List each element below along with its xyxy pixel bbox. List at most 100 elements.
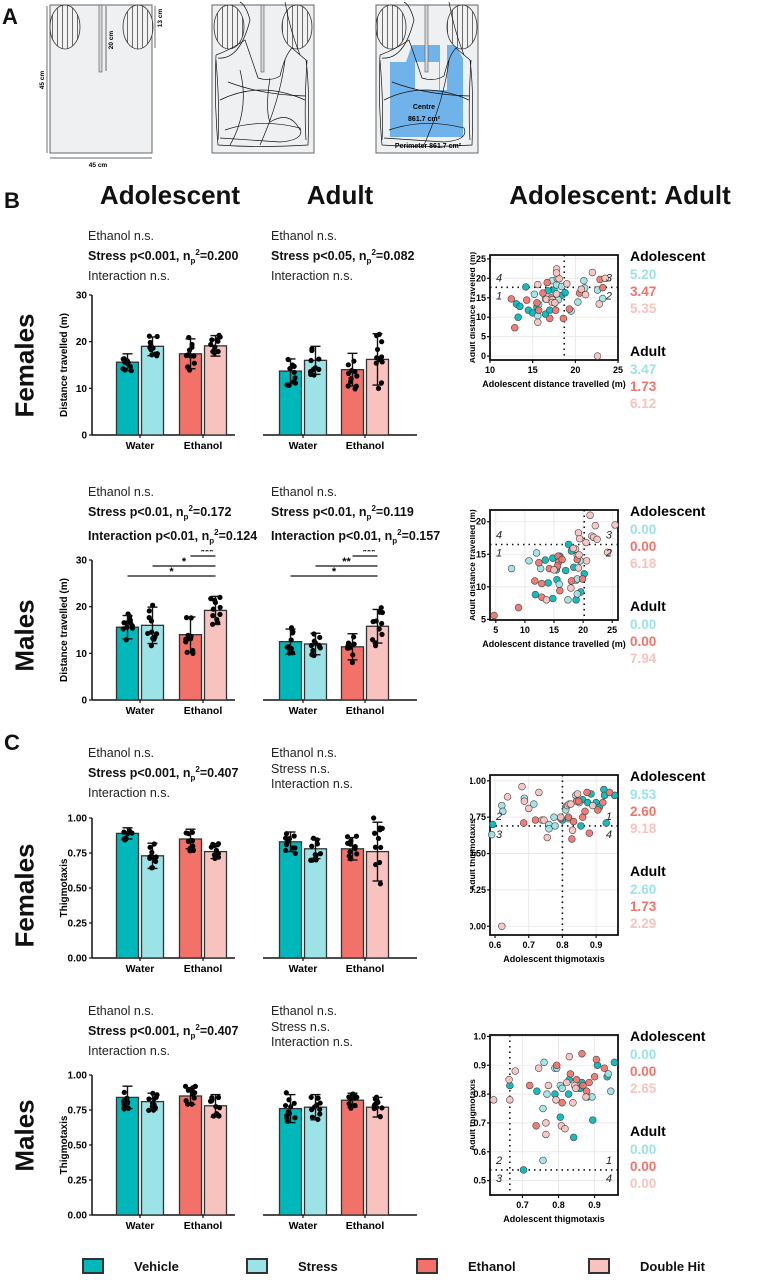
scatter-point — [544, 579, 552, 587]
scatter-point — [590, 1073, 599, 1081]
x-tick-label: Ethanol — [184, 440, 223, 452]
y-tick-label: 0.75 — [68, 1106, 88, 1117]
scatter-point — [610, 1058, 619, 1067]
scatter-point — [569, 1133, 578, 1142]
scatter-point — [602, 819, 610, 827]
scatter-point — [567, 800, 575, 808]
y-tick-label: 10 — [476, 582, 486, 592]
data-dot — [286, 1110, 293, 1117]
scatter-point — [582, 538, 590, 547]
x-tick-label: 0.8 — [552, 1200, 565, 1210]
stats-line: Interaction n.s. — [271, 777, 353, 791]
data-dot — [346, 1094, 352, 1100]
scatter-point — [507, 295, 516, 303]
quadrant-label: 2 — [605, 547, 612, 559]
legend-swatch-double-hit — [588, 1258, 610, 1274]
y-tick-label: 10 — [76, 384, 88, 395]
stats-line: Interaction n.s. — [271, 268, 353, 283]
x-tick-label: Water — [126, 440, 155, 452]
data-dot — [153, 854, 159, 860]
bar-chart-females-adult-thigmotaxis: Water Ethanol — [263, 815, 417, 975]
y-tick-label: 5 — [481, 614, 486, 624]
scatter-point — [601, 274, 609, 283]
scatter-point — [519, 819, 528, 827]
scatter-point — [532, 549, 541, 557]
stats-line: Stress p<0.001, np2=0.200 — [88, 247, 239, 266]
scatter-point — [525, 557, 533, 565]
scatter-point — [552, 290, 561, 298]
row-title-males-b: Males — [9, 599, 40, 672]
x-tick-label: 20 — [570, 365, 580, 375]
significance-label: * — [182, 556, 187, 568]
data-dot — [345, 362, 351, 368]
scatter-point — [514, 603, 523, 612]
data-dot — [292, 375, 298, 381]
stats-line: Ethanol n.s. — [88, 1004, 155, 1018]
scatter-point — [518, 782, 526, 791]
dim-divider-label: 20 cm — [108, 31, 115, 50]
locomotion-track — [214, 1, 310, 147]
scatter-point — [603, 548, 612, 557]
data-dot — [371, 830, 378, 836]
y-tick-label: 0.9 — [473, 1060, 486, 1070]
stats-line: Stress n.s. — [271, 761, 331, 776]
scatter-point — [534, 306, 543, 314]
stats-block: Ethanol n.s. Stress n.s. Interaction n.s. — [271, 746, 353, 793]
scatter-point — [540, 1058, 548, 1067]
scatter-point — [600, 1064, 608, 1072]
stats-line: Stress p<0.001, np2=0.407 — [88, 764, 239, 783]
panel-letter-b: B — [4, 188, 20, 213]
data-dot — [215, 338, 221, 344]
bar-vehicle — [115, 1096, 140, 1216]
scatter-point — [505, 1075, 513, 1084]
scatter-point — [539, 1104, 547, 1113]
stats-block: Ethanol n.s. Stress p<0.001, np2=0.407 Int… — [88, 1004, 238, 1059]
scatter-point — [551, 299, 559, 307]
scatter-point — [507, 564, 516, 573]
percentage-value: 9.18 — [630, 821, 657, 836]
y-tick-label: 1.0 — [473, 1031, 486, 1041]
data-dot — [291, 363, 297, 369]
scatter-point — [541, 556, 549, 564]
x-tick-label: 0.9 — [590, 940, 603, 950]
scatter-point — [552, 1096, 560, 1104]
stats-line: Ethanol n.s. — [271, 1004, 338, 1018]
scatter-point — [561, 566, 570, 575]
stats-line: Interaction n.s. — [88, 1043, 170, 1058]
scatter-point — [604, 1070, 612, 1078]
x-tick-label: Water — [126, 1220, 155, 1232]
data-dot — [207, 1098, 214, 1104]
scatter-point — [593, 535, 601, 543]
scatter-point — [586, 511, 594, 519]
scatter-point — [563, 280, 571, 288]
data-dot — [309, 843, 315, 849]
bar-ethanol — [340, 848, 365, 959]
data-dot — [308, 1094, 314, 1100]
scatter-point — [534, 280, 542, 289]
scatter-point — [592, 1055, 601, 1064]
stats-line: Ethanol n.s. — [271, 746, 338, 760]
percentage-value: 1.73 — [630, 899, 657, 914]
scatter-point — [567, 584, 575, 592]
scatter-point — [550, 813, 558, 821]
scatter-point — [490, 611, 498, 620]
x-tick-label: 25 — [607, 625, 617, 635]
centre-label: Centre — [413, 104, 435, 111]
scatter-point — [581, 807, 589, 816]
data-dot — [146, 1096, 152, 1102]
data-dot — [211, 350, 218, 356]
perimeter-label: Perimeter 861.7 cm² — [395, 143, 462, 150]
scatter-point — [574, 564, 583, 572]
percentage-value: 3.47 — [630, 362, 656, 377]
legend-swatch-vehicle — [82, 1258, 104, 1274]
scatter-point — [530, 290, 539, 298]
y-axis-label: Adult thigmotaxis — [470, 819, 477, 891]
panel-letter-c: C — [4, 730, 20, 755]
scatter-point — [540, 816, 548, 824]
scatter-point — [542, 1119, 550, 1127]
scatter-point — [585, 829, 594, 837]
scatter-point — [582, 557, 591, 565]
x-tick-label: 0.7 — [522, 940, 535, 950]
scatter-point — [572, 1084, 580, 1093]
scatter-point — [546, 314, 554, 323]
